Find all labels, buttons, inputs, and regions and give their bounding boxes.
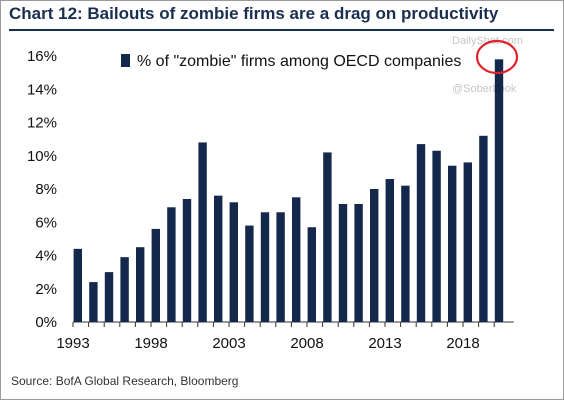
y-axis: 0% 2% 4% 6% 8% 10% 12% 14% 16%	[27, 48, 57, 331]
bar	[432, 150, 441, 322]
x-tick-label: 1993	[56, 335, 89, 352]
bar	[494, 59, 504, 322]
bar	[120, 257, 129, 322]
y-tick-label: 0%	[35, 314, 57, 331]
bar	[323, 152, 332, 322]
bar	[214, 195, 223, 322]
bar	[229, 202, 238, 322]
bar	[292, 197, 301, 322]
x-tick-label: 2003	[212, 335, 245, 352]
bar	[104, 272, 114, 322]
bar	[370, 189, 379, 322]
watermark-site: DailyShot.com	[452, 35, 523, 47]
bar	[167, 207, 176, 322]
chart-title: Chart 12: Bailouts of zombie firms are a…	[9, 4, 499, 23]
bar	[463, 162, 472, 322]
y-tick-label: 2%	[35, 281, 57, 298]
title-underline	[9, 29, 554, 31]
bar	[276, 212, 285, 322]
x-tick-label: 1998	[134, 335, 167, 352]
bars	[73, 59, 504, 322]
bar	[198, 142, 207, 322]
x-tick-label: 2018	[446, 335, 479, 352]
chart-source: Source: BofA Global Research, Bloomberg	[11, 374, 239, 388]
highlight-circle	[475, 39, 519, 75]
bar	[448, 165, 457, 322]
legend: % of "zombie" firms among OECD companies	[121, 53, 461, 70]
bar	[479, 135, 488, 322]
bar	[151, 228, 160, 322]
bar	[354, 203, 363, 322]
y-tick-label: 12%	[27, 115, 57, 132]
bar	[136, 247, 145, 322]
x-axis: 1993 1998 2003 2008 2013 2018	[56, 321, 514, 352]
y-tick-label: 4%	[35, 248, 57, 265]
y-tick-label: 8%	[35, 181, 57, 198]
bar	[338, 203, 348, 322]
bar	[182, 198, 192, 322]
bar	[260, 212, 270, 322]
x-tick-label: 2013	[368, 335, 401, 352]
bar	[73, 248, 82, 322]
bar	[307, 227, 316, 322]
bar	[89, 282, 98, 322]
bar	[416, 144, 426, 322]
legend-swatch	[121, 54, 130, 67]
x-tick-label: 2008	[290, 335, 323, 352]
y-tick-label: 6%	[35, 214, 57, 231]
y-tick-label: 14%	[27, 81, 57, 98]
annotation	[475, 39, 519, 75]
legend-label: % of "zombie" firms among OECD companies	[137, 53, 461, 70]
bar	[245, 225, 254, 322]
y-tick-label: 16%	[27, 48, 57, 65]
bar	[401, 185, 410, 322]
bar	[385, 179, 394, 322]
y-tick-label: 10%	[27, 148, 57, 165]
